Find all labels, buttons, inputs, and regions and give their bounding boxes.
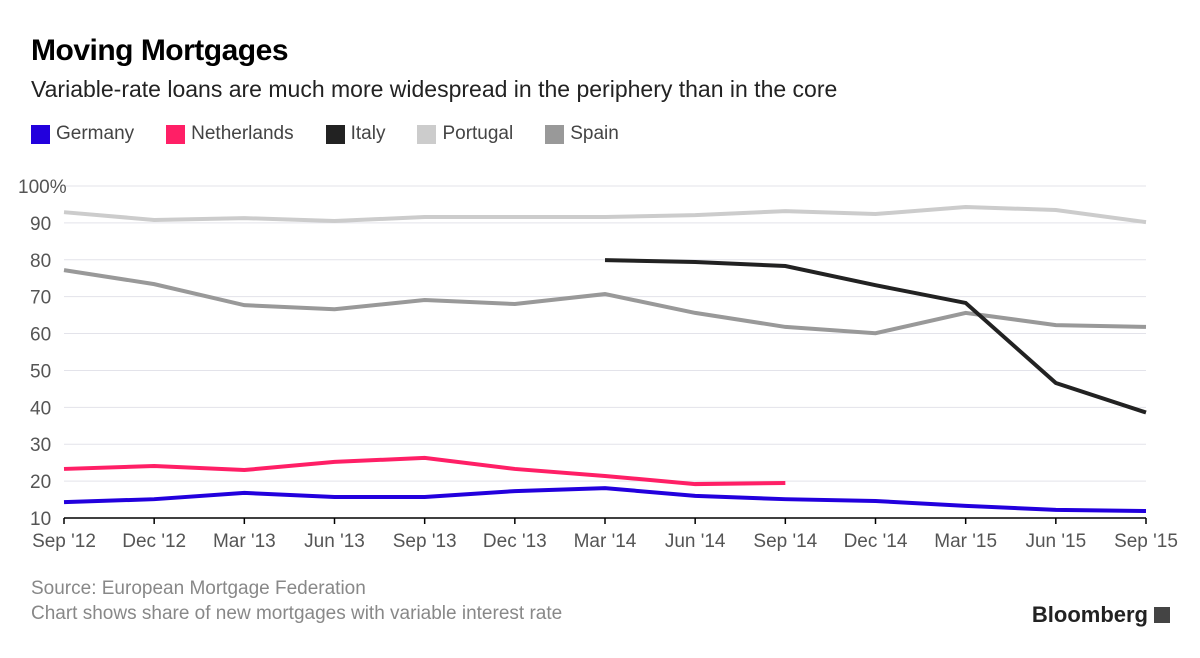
legend-item-italy: Italy — [325, 123, 386, 145]
y-tick-label: 10 — [30, 509, 51, 530]
x-tick-label: Mar '13 — [213, 531, 276, 552]
series-line-germany — [63, 486, 1147, 513]
legend-swatch — [325, 124, 345, 144]
x-tick-label: Mar '14 — [574, 531, 637, 552]
y-tick-label: 80 — [30, 251, 51, 272]
x-tick-label: Jun '15 — [1025, 531, 1086, 552]
x-tick-label: Jun '13 — [304, 531, 365, 552]
x-tick-label: Dec '14 — [844, 531, 908, 552]
legend-label: Italy — [350, 123, 386, 144]
y-tick-label: 40 — [30, 398, 51, 419]
bloomberg-logo: Bloomberg — [1032, 602, 1170, 628]
x-tick-label: Sep '14 — [753, 531, 817, 552]
y-tick-label: 30 — [30, 435, 51, 456]
x-tick-label: Sep '13 — [393, 531, 457, 552]
x-tick-label: Sep '12 — [32, 531, 96, 552]
legend-swatch — [166, 124, 186, 144]
logo-icon — [1154, 607, 1170, 623]
y-tick-label: 60 — [30, 325, 51, 346]
series-line-italy — [604, 258, 1147, 415]
y-tick-label: 20 — [30, 472, 51, 493]
legend-swatch — [545, 124, 565, 144]
chart-note: Chart shows share of new mortgages with … — [31, 603, 563, 624]
legend-swatch — [31, 124, 50, 144]
series-line-spain — [63, 268, 1147, 336]
legend-item-germany: Germany — [31, 123, 134, 145]
chart-subtitle: Variable-rate loans are much more widesp… — [31, 76, 838, 102]
legend-item-spain: Spain — [545, 123, 619, 145]
legend-swatch — [417, 124, 437, 144]
x-tick-label: Jun '14 — [665, 531, 726, 552]
x-tick-label: Mar '15 — [934, 531, 997, 552]
x-tick-label: Dec '13 — [483, 531, 547, 552]
x-tick-label: Sep '15 — [1114, 531, 1178, 552]
legend-item-netherlands: Netherlands — [166, 123, 294, 145]
y-tick-label: 50 — [30, 361, 51, 382]
legend-label: Spain — [570, 123, 619, 144]
legend-label: Portugal — [442, 123, 514, 144]
source-note: Source: European Mortgage Federation — [31, 578, 366, 599]
legend-label: Germany — [56, 123, 135, 144]
y-tick-label: 70 — [30, 288, 51, 309]
series-line-netherlands — [63, 455, 786, 487]
x-tick-label: Dec '12 — [122, 531, 186, 552]
legend: Germany Netherlands Italy Portugal Spain — [31, 123, 651, 145]
y-tick-label: 100% — [18, 177, 67, 198]
legend-label: Netherlands — [191, 123, 294, 144]
legend-item-portugal: Portugal — [417, 123, 513, 145]
y-tick-label: 90 — [30, 214, 51, 235]
logo-text: Bloomberg — [1031, 602, 1148, 627]
series-line-portugal — [63, 205, 1147, 225]
chart-title: Moving Mortgages — [31, 34, 289, 67]
